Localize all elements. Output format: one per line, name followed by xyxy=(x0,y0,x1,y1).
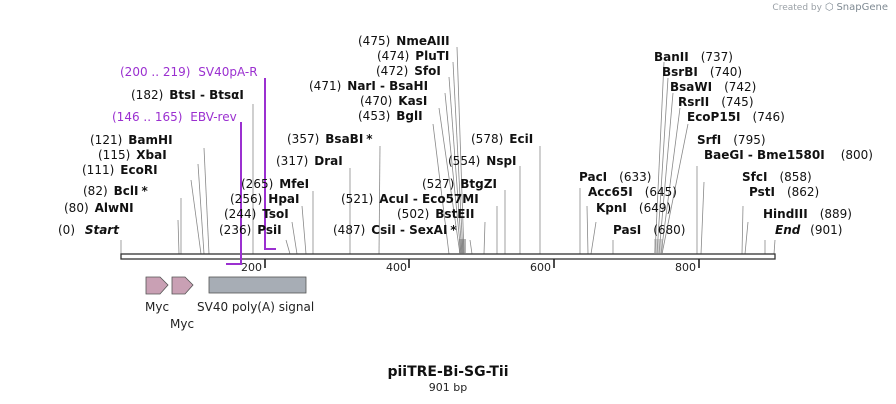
enzyme-sfci[interactable]: SfcI (858) xyxy=(742,170,812,184)
enzyme-drai[interactable]: (317) DraI xyxy=(276,154,343,168)
ruler-label-600: 600 xyxy=(530,261,551,274)
enzyme-nmeaiii[interactable]: (475) NmeAIII xyxy=(358,34,450,48)
enzyme-acc65i[interactable]: Acc65I (645) xyxy=(588,185,677,199)
enzyme-mfei[interactable]: (265) MfeI xyxy=(241,177,309,191)
enzyme-bgli[interactable]: (453) BglI xyxy=(358,109,423,123)
feature-label-myc-1: Myc xyxy=(145,300,169,314)
feature-label-myc-2: Myc xyxy=(170,317,194,331)
credit-text: Created by xyxy=(772,3,822,13)
enzyme-leader-lines xyxy=(120,46,776,255)
enzyme-bsawi[interactable]: BsaWI (742) xyxy=(670,80,756,94)
map-length: 901 bp xyxy=(428,381,468,394)
enzyme-psii[interactable]: (236) PsiI xyxy=(219,223,282,237)
enzyme-hpai[interactable]: (256) HpaI xyxy=(230,192,299,206)
enzyme-alwni[interactable]: (80) AlwNI xyxy=(64,201,134,215)
map-title: piiTRE-Bi-SG-Tii xyxy=(387,364,509,380)
snapgene-logo-icon: ⬡ xyxy=(824,2,834,13)
ruler: 200 400 600 800 xyxy=(241,259,700,274)
enzyme-tsoi[interactable]: (244) TsoI xyxy=(224,207,289,221)
enzyme-nari-bsahi[interactable]: (471) NarI - BsaHI xyxy=(309,79,428,93)
enzyme-labels: (80) AlwNI (82) BclI * (111) EcoRI (115) XbaI… xyxy=(64,34,873,237)
enzyme-banii[interactable]: BanII (737) xyxy=(654,50,733,64)
primer-sv40pa-r[interactable] xyxy=(264,78,276,250)
enzyme-csii-sexai[interactable]: (487) CsiI - SexAI * xyxy=(333,223,457,237)
enzyme-acui-eco57mi[interactable]: (521) AcuI - Eco57MI xyxy=(341,192,479,206)
brand-name: SnapGene xyxy=(836,2,888,13)
ruler-label-200: 200 xyxy=(241,261,262,274)
enzyme-pasi[interactable]: PasI (680) xyxy=(613,223,685,237)
enzyme-bsabi[interactable]: (357) BsaBI * xyxy=(287,132,373,146)
end-label: End (901) xyxy=(775,223,842,237)
enzyme-btgzi[interactable]: (527) BtgZI xyxy=(422,177,497,191)
enzyme-paci[interactable]: PacI (633) xyxy=(579,170,651,184)
ruler-label-800: 800 xyxy=(675,261,696,274)
enzyme-rsrii[interactable]: RsrII (745) xyxy=(678,95,754,109)
primer-label-sv40pa-r[interactable]: (200 .. 219) SV40pA-R xyxy=(120,65,258,79)
enzyme-xbai[interactable]: (115) XbaI xyxy=(98,148,167,162)
enzyme-bcli[interactable]: (82) BclI * xyxy=(83,184,148,198)
feature-label-sv40-polya: SV40 poly(A) signal xyxy=(197,300,314,314)
enzyme-bsrbi[interactable]: BsrBI (740) xyxy=(662,65,742,79)
enzyme-bamhi[interactable]: (121) BamHI xyxy=(90,133,173,147)
enzyme-srfi[interactable]: SrfI (795) xyxy=(697,133,766,147)
enzyme-pluti[interactable]: (474) PluTI xyxy=(377,49,449,63)
enzyme-btsi[interactable]: (182) BtsI - BtsαI xyxy=(131,88,244,102)
enzyme-ecop15i[interactable]: EcoP15I (746) xyxy=(687,110,785,124)
feature-myc-2[interactable] xyxy=(171,276,194,295)
dna-backbone xyxy=(120,239,776,260)
enzyme-ecii[interactable]: (578) EciI xyxy=(471,132,533,146)
primer-label-ebv-rev[interactable]: (146 .. 165) EBV-rev xyxy=(112,110,237,124)
feature-sv40-polya[interactable] xyxy=(208,276,307,294)
enzyme-baegi-bme1580i[interactable]: BaeGI - Bme1580I (800) xyxy=(704,148,873,162)
features: Myc Myc SV40 poly(A) signal xyxy=(145,276,314,331)
enzyme-kpni[interactable]: KpnI (649) xyxy=(596,201,671,215)
primer-labels: (200 .. 219) SV40pA-R (146 .. 165) EBV-r… xyxy=(112,65,258,124)
start-label: (0) Start xyxy=(58,223,120,237)
ruler-label-400: 400 xyxy=(386,261,407,274)
primers xyxy=(226,78,276,265)
primer-ebv-rev[interactable] xyxy=(226,122,242,265)
enzyme-nspi[interactable]: (554) NspI xyxy=(448,154,517,168)
map-ends: (0) Start End (901) xyxy=(58,223,842,237)
enzyme-ecori[interactable]: (111) EcoRI xyxy=(82,163,158,177)
feature-myc-1[interactable] xyxy=(145,276,169,295)
enzyme-psti[interactable]: PstI (862) xyxy=(749,185,819,199)
snapgene-credit: Created by ⬡ SnapGene xyxy=(772,2,888,13)
enzyme-bsteii[interactable]: (502) BstEII xyxy=(397,207,474,221)
enzyme-hindiii[interactable]: HindIII (889) xyxy=(763,207,852,221)
enzyme-sfoi[interactable]: (472) SfoI xyxy=(376,64,441,78)
enzyme-kasi[interactable]: (470) KasI xyxy=(360,94,427,108)
